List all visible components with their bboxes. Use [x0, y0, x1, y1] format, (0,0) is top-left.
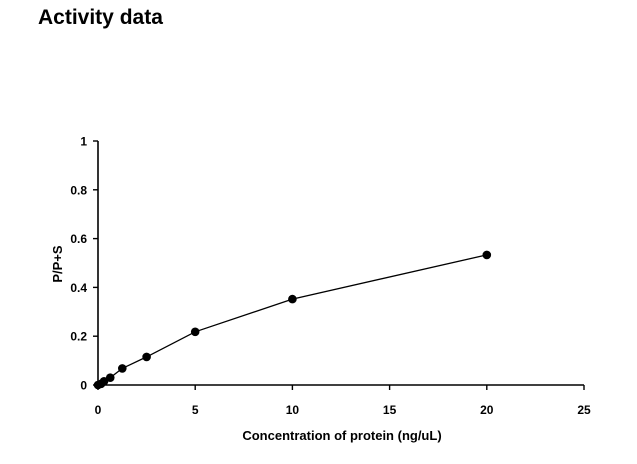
y-tick-label: 0.2 [70, 330, 87, 344]
data-point [482, 250, 492, 260]
axes [93, 140, 585, 390]
data-point [288, 294, 297, 304]
data-point [105, 373, 115, 382]
x-tick-label: 0 [95, 403, 102, 417]
data-point [190, 327, 200, 337]
data-point [118, 364, 127, 373]
y-tick-label: 0.6 [70, 232, 87, 246]
tick-labels: 00.20.40.60.810 5 10 15 20 25 [70, 135, 591, 418]
y-tick-label: 0.8 [70, 183, 87, 197]
data-series [93, 250, 492, 390]
y-tick-label: 0.4 [70, 281, 87, 295]
x-tick-label: 10 [286, 403, 300, 417]
y-axis-label: P/P+S [50, 245, 65, 283]
x-axis-label: Concentration of protein (ng/uL) [242, 428, 441, 443]
page-title: Activity data [38, 6, 163, 29]
x-tick-label: 20 [480, 403, 494, 417]
y-tick-label: 1 [80, 135, 87, 149]
series-line [97, 254, 487, 386]
data-point [142, 352, 151, 362]
data-point [99, 377, 109, 386]
x-tick-label: 5 [192, 403, 199, 417]
x-tick-label: 25 [577, 403, 591, 417]
x-tick-label: 15 [383, 403, 397, 417]
y-tick-label: 0 [80, 379, 87, 393]
